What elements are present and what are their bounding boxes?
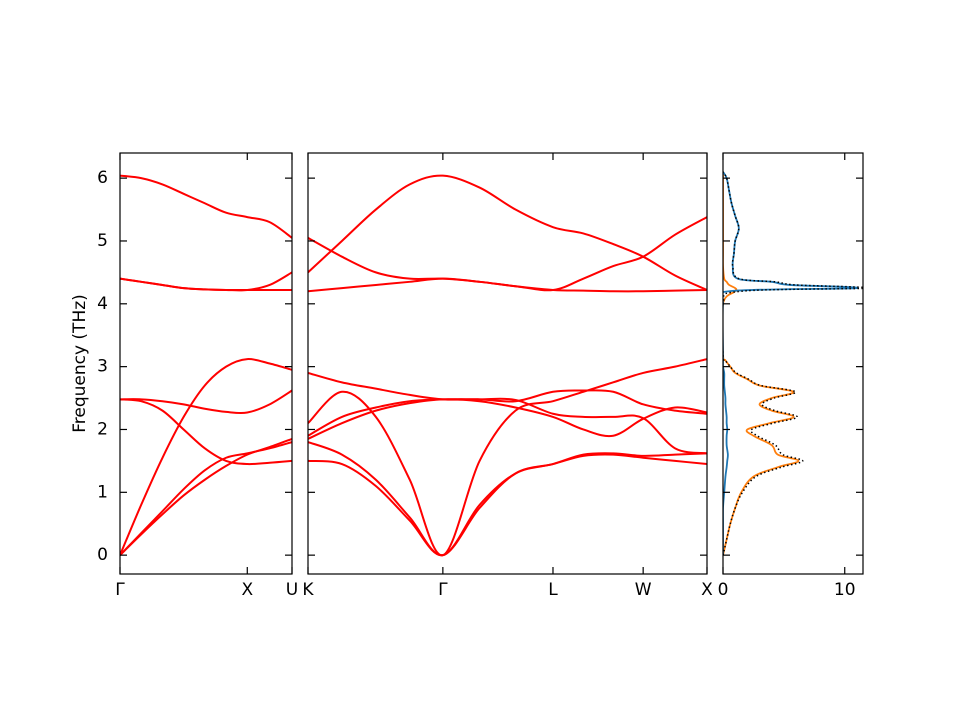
y-tick-label: 5 [97,231,108,251]
band-line [308,358,707,557]
band-line [308,371,707,455]
band-line [120,441,292,556]
band-line [308,389,707,437]
band-line [120,174,292,239]
x-tick-label: X [241,580,253,600]
y-tick-label: 0 [97,545,108,565]
x-tick-label: U [286,580,298,600]
band-line [120,271,292,292]
plot-area [120,174,292,556]
axes-frame [722,152,864,575]
x-tick-label: 10 [834,580,856,600]
band-line [120,389,292,415]
band-line [308,453,707,557]
x-tick-label: 0 [718,580,729,600]
y-tick-label: 6 [97,168,108,188]
y-tick-label: 1 [97,482,108,502]
x-tick-label: W [635,580,652,600]
x-tick-label: L [548,580,558,600]
y-tick-label: 3 [97,357,108,377]
band-line [120,358,292,556]
dos-line [723,171,800,556]
x-tick-label: Γ [115,580,125,600]
axes-frame [307,152,708,575]
y-tick-label: 4 [97,294,108,314]
axes-frame [119,152,293,575]
x-tick-label: X [701,580,713,600]
dos-line [723,171,863,556]
plot-area [308,174,707,557]
plot-area [723,171,863,556]
x-tick-label: K [302,580,314,600]
band-line [120,437,292,556]
band-line [308,174,707,291]
dos-line [723,171,859,556]
band-line [308,441,707,557]
y-axis-label: Frequency (THz) [70,294,90,433]
band-line [120,398,292,466]
band-line [308,216,707,292]
x-tick-label: Γ [438,580,448,600]
y-tick-label: 2 [97,419,108,439]
band-line [120,277,292,292]
